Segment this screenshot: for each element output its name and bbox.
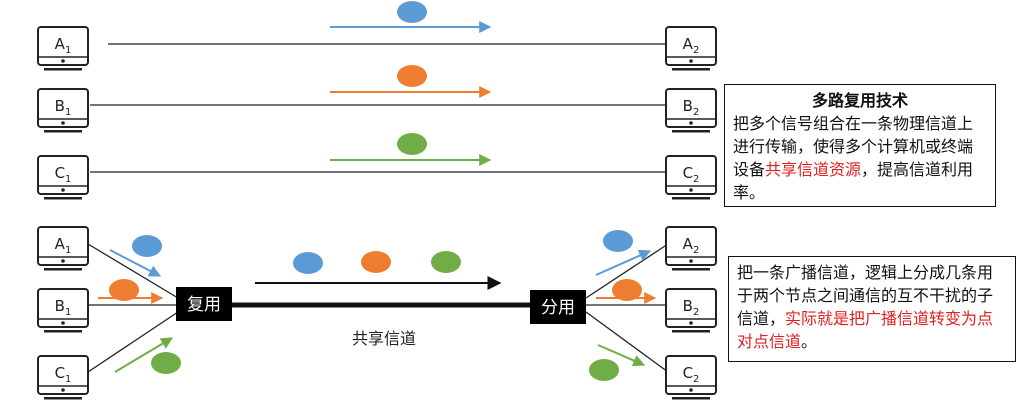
- computer-icon-mux-c1: C1: [37, 355, 89, 400]
- broadcast-text: 把一条广播信道，逻辑上分成几条用于两个节点之间通信的互不干扰的子信道，实际就是把…: [737, 263, 994, 351]
- demux-arrow-blue: [595, 249, 652, 276]
- mux-signal-blue: [132, 235, 162, 257]
- demux-arrow-green: [597, 344, 646, 367]
- computer-icon-b2: B2: [665, 88, 717, 133]
- demultiplexer-label: 分用: [541, 298, 575, 318]
- mux-signal-green: [151, 352, 181, 374]
- signal-green: [397, 133, 427, 155]
- signal-blue: [397, 1, 427, 23]
- computer-icon-mux-b1: B1: [37, 288, 89, 333]
- link-c1-mux: [87, 311, 179, 373]
- multiplexing-definition-box: 多路复用技术 把多个信号组合在一条物理信道上进行传输，使得多个计算机或终端设备共…: [724, 84, 996, 207]
- computer-icon-demux-c2: C2: [665, 355, 717, 400]
- shared-channel-label: 共享信道: [352, 329, 417, 348]
- computer-icon-b1: B1: [37, 88, 89, 133]
- mux-arrow-green: [114, 337, 174, 373]
- shared-signal-green: [431, 251, 461, 273]
- broadcast-highlight: 实际就是把广播信道转变为点对点信道: [737, 309, 994, 351]
- mux-signal-orange: [109, 279, 139, 301]
- computer-icon-c1: C1: [37, 155, 89, 200]
- demux-signal-blue: [603, 230, 633, 252]
- computer-icon-demux-a2: A2: [665, 226, 717, 271]
- demux-signal-green: [589, 359, 619, 381]
- computer-icon-mux-a1: A1: [37, 226, 89, 271]
- shared-signal-blue: [293, 252, 323, 274]
- multiplexer-label: 复用: [187, 295, 221, 315]
- multiplexer: 复用: [176, 287, 232, 321]
- signal-orange: [397, 65, 427, 87]
- computer-icon-a1: A1: [37, 26, 89, 71]
- link-demux-a2: [585, 243, 669, 299]
- demux-signal-orange: [612, 279, 642, 301]
- computer-icon-demux-b2: B2: [665, 288, 717, 333]
- computer-icon-a2: A2: [665, 26, 717, 71]
- link-demux-c2: [585, 311, 669, 373]
- mux-arrow-blue: [109, 249, 162, 277]
- definition-text: 把多个信号组合在一条物理信道上进行传输，使得多个计算机或终端设备共享信道资源，提…: [733, 114, 974, 202]
- broadcast-channel-box: 把一条广播信道，逻辑上分成几条用于两个节点之间通信的互不干扰的子信道，实际就是把…: [728, 256, 1016, 362]
- link-a1-mux: [87, 243, 179, 299]
- shared-signal-orange: [361, 251, 391, 273]
- demultiplexer: 分用: [530, 290, 586, 324]
- definition-title: 多路复用技术: [811, 91, 908, 110]
- computer-icon-c2: C2: [665, 155, 717, 200]
- definition-highlight: 共享信道资源: [765, 160, 862, 179]
